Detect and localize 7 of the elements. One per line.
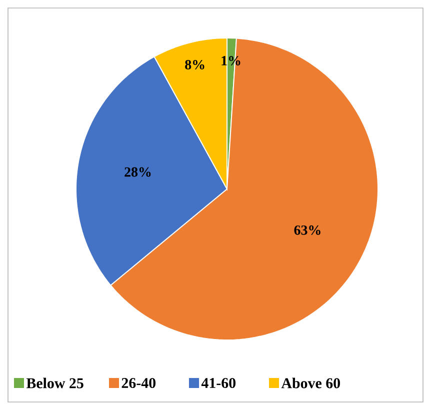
legend-label: 26-40 bbox=[122, 378, 156, 388]
legend-label: Above 60 bbox=[281, 378, 340, 388]
data-label: 28% bbox=[124, 167, 151, 177]
legend-label: Below 25 bbox=[26, 378, 84, 388]
data-label: 63% bbox=[294, 225, 320, 235]
data-label: 8% bbox=[185, 60, 204, 70]
legend-label: 41-60 bbox=[201, 378, 236, 388]
